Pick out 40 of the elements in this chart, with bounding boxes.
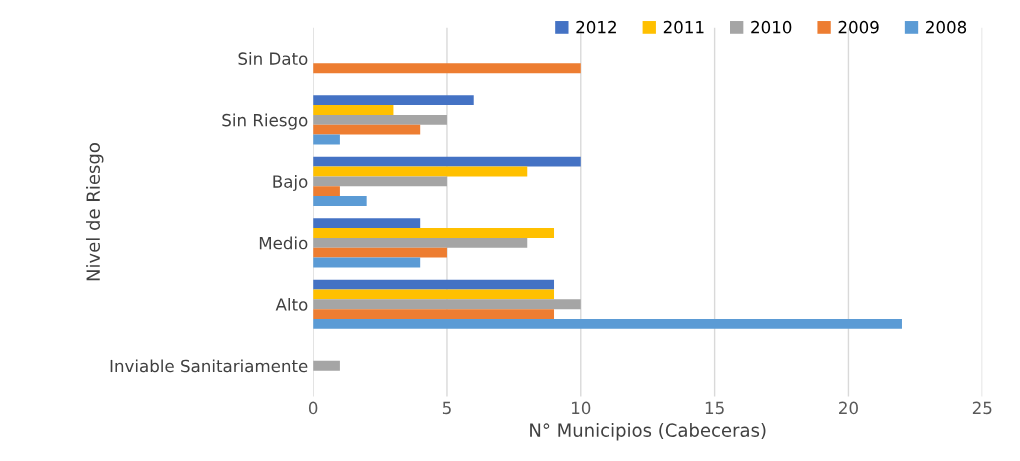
bar xyxy=(313,257,421,268)
legend-label: 2009 xyxy=(838,20,879,34)
legend-label: 2011 xyxy=(663,20,704,34)
legend-label: 2010 xyxy=(751,20,792,34)
y-tick-label: Sin Riesgo xyxy=(222,113,308,130)
bar xyxy=(313,63,581,74)
bar xyxy=(313,196,367,206)
bar xyxy=(313,166,528,177)
x-tick-label: 10 xyxy=(572,401,591,415)
legend-label: 2008 xyxy=(926,20,967,34)
bar xyxy=(313,156,581,167)
y-tick-label: Alto xyxy=(275,297,308,311)
bar xyxy=(313,95,474,106)
x-tick-label: 5 xyxy=(442,401,451,415)
y-tick-label: Inviable Sanitariamente xyxy=(110,359,308,373)
y-tick-label: Medio xyxy=(259,236,308,250)
bar xyxy=(313,279,555,290)
bar xyxy=(313,186,340,197)
y-axis-title: Nivel de Riesgo xyxy=(86,143,104,281)
bar xyxy=(313,289,555,300)
bar xyxy=(313,247,447,258)
bar xyxy=(313,319,902,329)
bar xyxy=(313,114,447,125)
x-axis-title: N° Municipios (Cabeceras) xyxy=(530,423,766,441)
bar xyxy=(313,228,555,238)
bar xyxy=(313,124,421,135)
bar xyxy=(313,360,340,371)
legend-label: 2012 xyxy=(576,20,616,34)
bar xyxy=(313,176,447,187)
y-tick-label: Bajo xyxy=(273,174,308,192)
x-tick-label: 25 xyxy=(972,401,992,415)
x-tick-label: 20 xyxy=(839,401,858,415)
bar xyxy=(313,218,421,229)
y-tick-label: Sin Dato xyxy=(238,52,308,65)
bar xyxy=(313,299,581,310)
bar xyxy=(313,237,528,248)
bar xyxy=(313,309,555,320)
x-tick-label: 15 xyxy=(705,401,724,415)
bar xyxy=(313,105,394,115)
x-tick-label: 0 xyxy=(308,401,318,415)
